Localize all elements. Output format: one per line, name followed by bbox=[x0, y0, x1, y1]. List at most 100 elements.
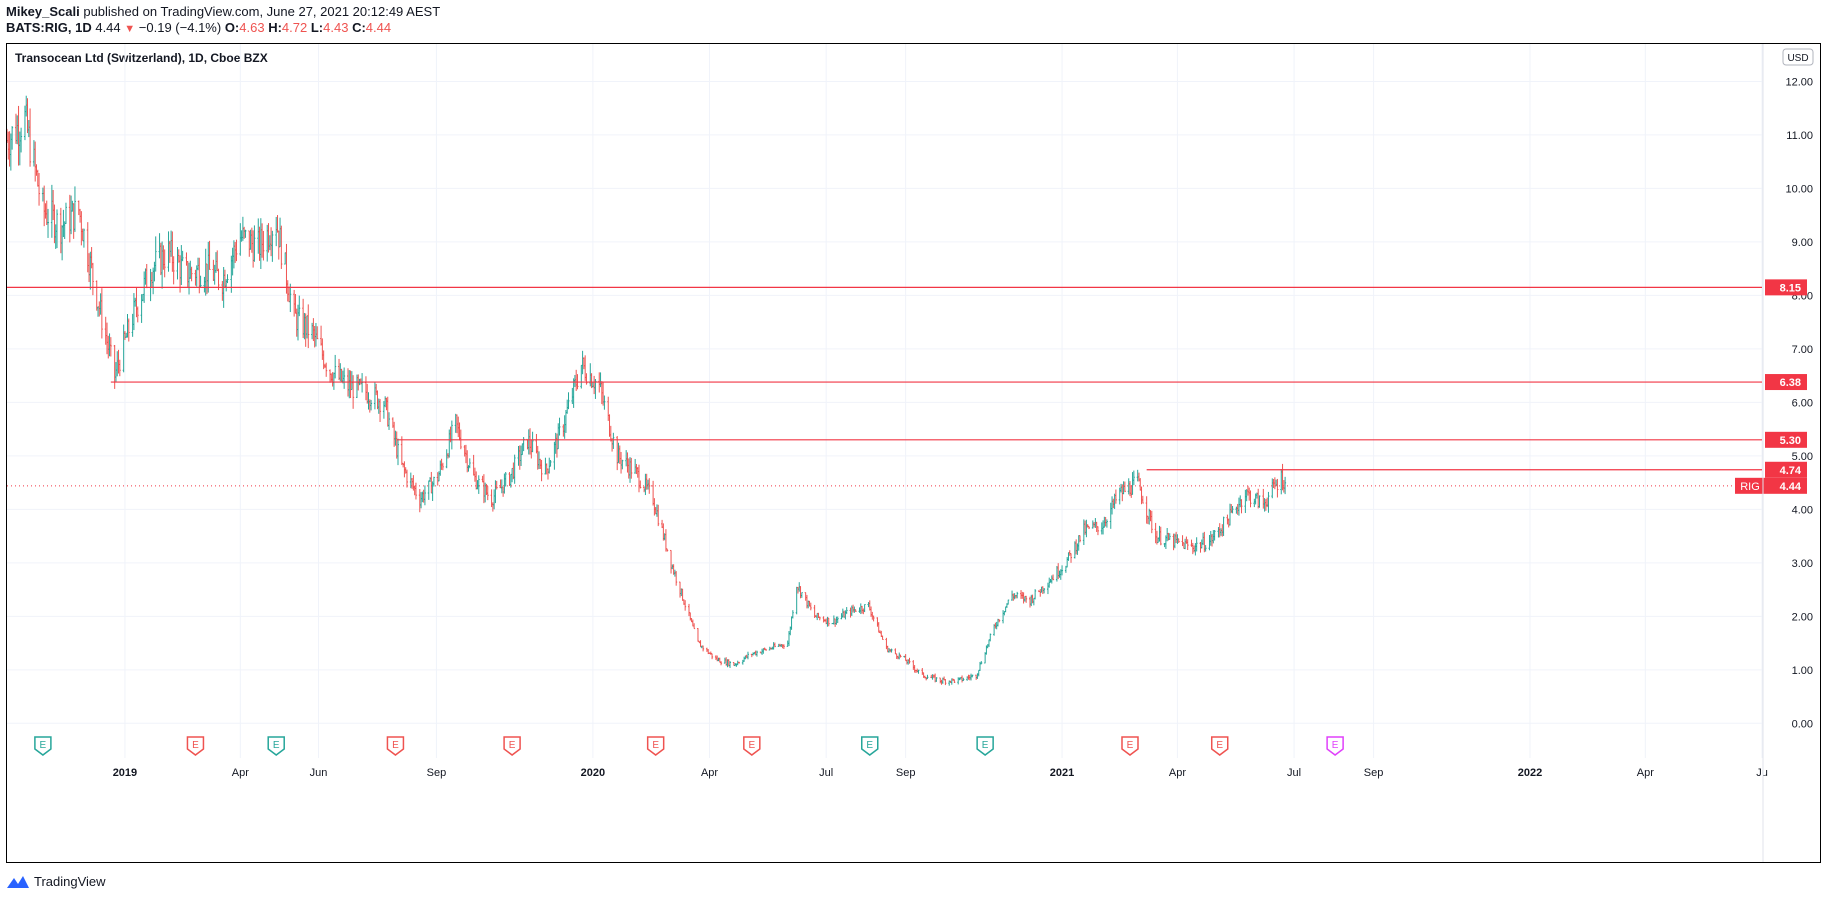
price-label: 5.30 bbox=[1780, 435, 1801, 447]
chart-frame[interactable]: Transocean Ltd (Switzerland), 1D, Cboe B… bbox=[6, 43, 1821, 863]
x-tick-label: 2022 bbox=[1518, 767, 1542, 779]
low-label: L: bbox=[310, 20, 324, 35]
y-tick-label: 12.00 bbox=[1785, 76, 1813, 88]
chart-title: Transocean Ltd (Switzerland), 1D, Cboe B… bbox=[15, 51, 268, 65]
chart-header: Mikey_Scali published on TradingView.com… bbox=[6, 4, 440, 37]
x-tick-label: Ju bbox=[1756, 767, 1768, 779]
earnings-marker-shape bbox=[1210, 736, 1229, 756]
x-tick-label: Apr bbox=[701, 767, 718, 779]
earnings-marker-icon[interactable]: E bbox=[267, 736, 285, 756]
earnings-marker-icon[interactable]: E bbox=[743, 736, 761, 756]
y-tick-label: 11.00 bbox=[1786, 130, 1813, 142]
y-tick-label: 6.00 bbox=[1792, 397, 1813, 409]
earnings-marker-shape bbox=[503, 736, 521, 756]
x-tick-label: 2019 bbox=[113, 767, 137, 779]
earnings-marker-icon[interactable]: E bbox=[386, 736, 405, 756]
last-price: 4.44 bbox=[95, 20, 121, 35]
symbol-label: BATS:RIG, 1D bbox=[6, 20, 92, 35]
x-tick-label: 2021 bbox=[1050, 767, 1074, 779]
open-label: O: bbox=[224, 20, 240, 35]
earnings-marker-icon[interactable]: E bbox=[861, 736, 879, 756]
earnings-marker-icon[interactable]: E bbox=[646, 736, 665, 756]
x-tick-label: Apr bbox=[1637, 767, 1654, 779]
earnings-marker-icon[interactable]: E bbox=[1210, 736, 1229, 756]
ohlc-legend: BATS:RIG, 1D 4.44 ▼ −0.19 (−4.1%) O:4.63… bbox=[6, 20, 440, 37]
y-tick-label: 10.00 bbox=[1785, 183, 1813, 195]
low-value: 4.43 bbox=[323, 20, 349, 35]
y-tick-label: 7.00 bbox=[1792, 344, 1813, 356]
price-label-bg bbox=[1765, 279, 1807, 296]
price-label-bg bbox=[1765, 461, 1807, 478]
earnings-marker-shape bbox=[1121, 736, 1139, 756]
earnings-marker-letter: E bbox=[982, 740, 989, 751]
footer: TradingView bbox=[6, 874, 106, 889]
earnings-marker-letter: E bbox=[748, 740, 755, 751]
earnings-marker-shape bbox=[861, 736, 879, 756]
earnings-marker-letter: E bbox=[1216, 740, 1223, 751]
last-price-tag: 4.44 bbox=[1780, 481, 1802, 493]
earnings-marker-icon[interactable]: E bbox=[34, 736, 52, 756]
price-change: −0.19 (−4.1%) bbox=[138, 20, 222, 35]
earnings-marker-letter: E bbox=[392, 740, 399, 751]
y-tick-label: 1.00 bbox=[1792, 665, 1813, 677]
x-tick-label: Jun bbox=[310, 767, 328, 779]
price-chart[interactable]: Transocean Ltd (Switzerland), 1D, Cboe B… bbox=[7, 44, 1820, 862]
x-tick-label: Jul bbox=[1287, 767, 1301, 779]
price-label-bg bbox=[1765, 374, 1807, 391]
price-label-bg bbox=[1765, 431, 1807, 448]
publish-info: Mikey_Scali published on TradingView.com… bbox=[6, 4, 440, 20]
earnings-marker-icon[interactable]: E bbox=[1326, 736, 1344, 756]
earnings-marker-shape bbox=[267, 736, 285, 756]
earnings-marker-shape bbox=[34, 736, 52, 756]
high-label: H: bbox=[268, 20, 282, 35]
symbol-tag: RIG bbox=[1740, 481, 1760, 493]
earnings-marker-letter: E bbox=[1127, 740, 1134, 751]
y-tick-label: 9.00 bbox=[1792, 237, 1813, 249]
close-value: 4.44 bbox=[365, 20, 392, 35]
earnings-marker-letter: E bbox=[509, 740, 516, 751]
x-tick-label: Sep bbox=[427, 767, 447, 779]
price-label: 8.15 bbox=[1780, 282, 1801, 294]
tradingview-logo-icon[interactable] bbox=[6, 875, 30, 889]
earnings-marker-icon[interactable]: E bbox=[976, 736, 994, 756]
x-tick-label: Apr bbox=[1169, 767, 1186, 779]
x-tick-label: Sep bbox=[896, 767, 916, 779]
earnings-marker-shape bbox=[976, 736, 994, 756]
earnings-marker-shape bbox=[186, 736, 205, 756]
close-label: C: bbox=[352, 20, 366, 35]
currency-badge bbox=[1782, 48, 1814, 66]
earnings-marker-icon[interactable]: E bbox=[186, 736, 205, 756]
earnings-marker-letter: E bbox=[652, 740, 659, 751]
x-tick-label: 2020 bbox=[581, 767, 605, 779]
author-name[interactable]: Mikey_Scali bbox=[6, 4, 80, 19]
y-tick-label: 0.00 bbox=[1792, 718, 1813, 730]
earnings-marker-letter: E bbox=[273, 740, 280, 751]
earnings-marker-shape bbox=[386, 736, 405, 756]
y-tick-label: 4.00 bbox=[1792, 504, 1813, 516]
price-label: 6.38 bbox=[1780, 377, 1801, 389]
y-tick-label: 3.00 bbox=[1792, 558, 1813, 570]
publish-text: published on TradingView.com, June 27, 2… bbox=[83, 4, 441, 19]
earnings-marker-icon[interactable]: E bbox=[1121, 736, 1139, 756]
symbol-tag-bg bbox=[1735, 477, 1765, 494]
last-price-tag-bg bbox=[1765, 477, 1807, 494]
earnings-marker-letter: E bbox=[192, 740, 199, 751]
x-tick-label: Apr bbox=[232, 767, 249, 779]
x-tick-label: Sep bbox=[1364, 767, 1384, 779]
x-tick-label: Jul bbox=[819, 767, 833, 779]
earnings-marker-icon[interactable]: E bbox=[503, 736, 521, 756]
earnings-marker-shape bbox=[646, 736, 665, 756]
down-arrow-icon: ▼ bbox=[124, 23, 136, 35]
open-value: 4.63 bbox=[239, 20, 265, 35]
earnings-marker-letter: E bbox=[1332, 740, 1339, 751]
y-tick-label: 2.00 bbox=[1792, 611, 1813, 623]
currency-label: USD bbox=[1787, 53, 1808, 64]
earnings-marker-letter: E bbox=[866, 740, 873, 751]
earnings-marker-shape bbox=[743, 736, 761, 756]
high-value: 4.72 bbox=[281, 20, 308, 35]
brand-text[interactable]: TradingView bbox=[34, 874, 106, 889]
price-label: 4.74 bbox=[1780, 465, 1802, 477]
earnings-marker-letter: E bbox=[40, 740, 47, 751]
y-tick-label: 5.00 bbox=[1792, 451, 1813, 463]
earnings-marker-shape bbox=[1326, 736, 1344, 756]
